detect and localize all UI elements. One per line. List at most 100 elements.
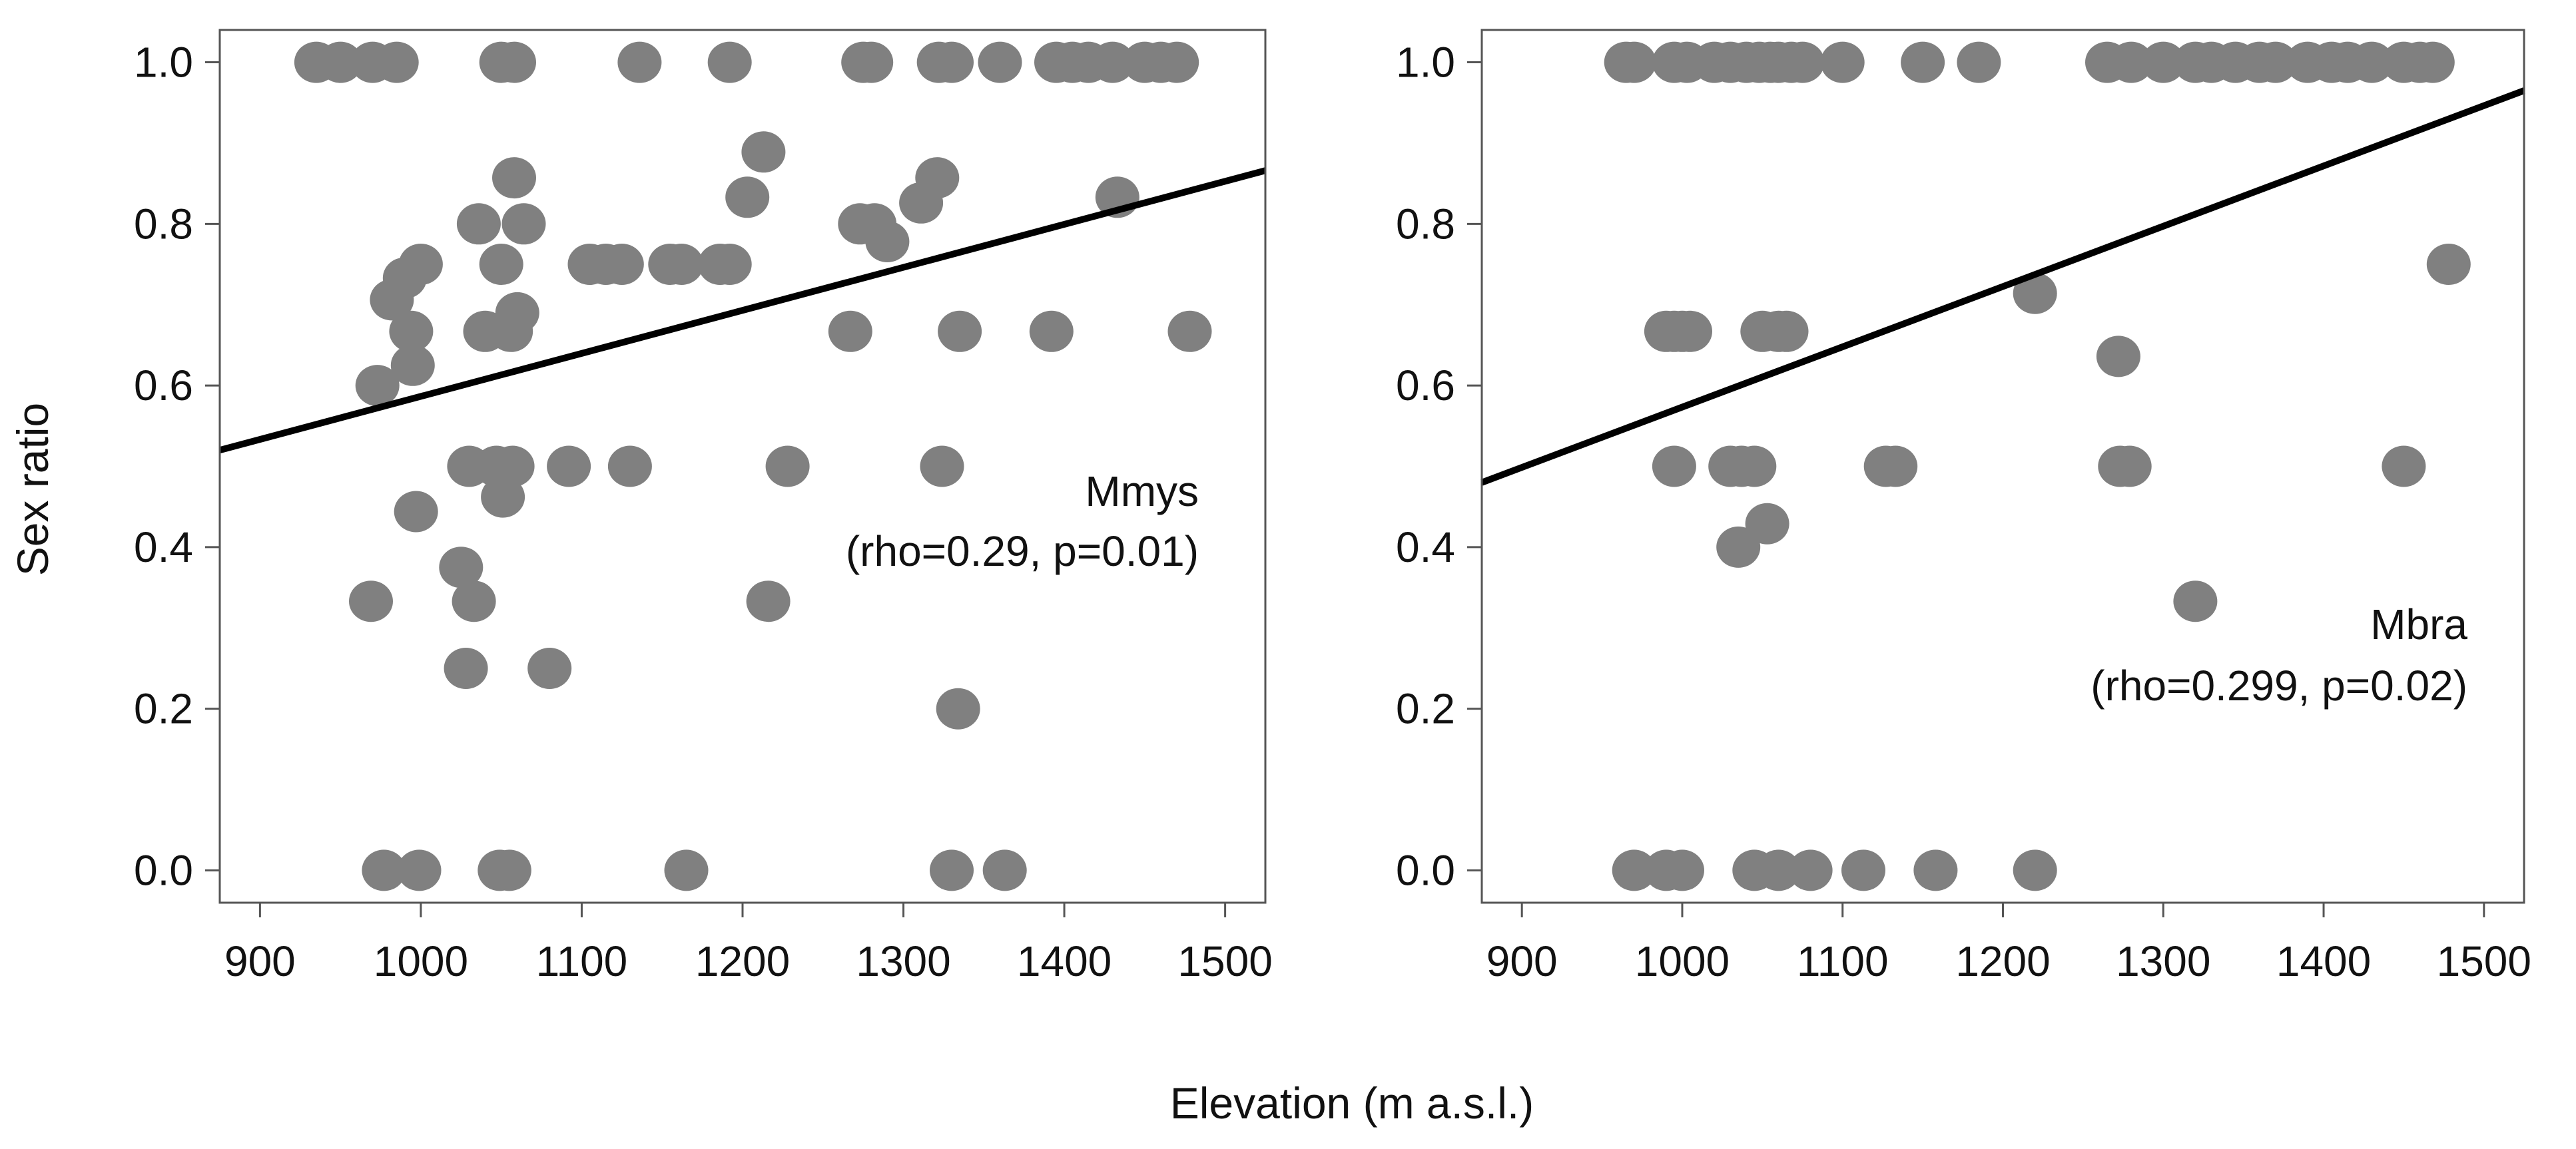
data-point: [1029, 310, 1074, 352]
y-tick-label: 0.8: [134, 200, 193, 248]
data-point: [930, 849, 974, 891]
trend-line: [218, 167, 1267, 454]
data-point: [1090, 41, 1135, 83]
data-point: [1167, 310, 1212, 352]
y-tick-label: 1.0: [1396, 39, 1455, 87]
data-point: [617, 41, 662, 83]
data-point: [390, 344, 435, 386]
data-point: [444, 648, 488, 689]
x-tick-label: 1200: [695, 937, 790, 985]
trend-line: [1480, 87, 2525, 486]
y-tick-label: 0.0: [134, 846, 193, 894]
x-tick-label: 900: [1486, 937, 1558, 985]
data-point: [2350, 41, 2394, 83]
data-point: [1612, 849, 1656, 891]
data-point: [547, 445, 591, 487]
data-point: [394, 491, 438, 533]
data-point: [1780, 41, 1825, 83]
data-point: [1788, 849, 1833, 891]
panel-mmys: 900 1000 1100 1200 1300 1400 1500 0.0 0.2 0.4 0.6 0…: [134, 29, 1273, 985]
x-tick-label: 1400: [1017, 937, 1112, 985]
x-tick-label: 1500: [1177, 937, 1272, 985]
data-point: [481, 476, 525, 518]
y-tick-label: 1.0: [134, 39, 193, 87]
data-point: [318, 41, 363, 83]
data-point: [978, 41, 1022, 83]
data-point: [489, 310, 533, 352]
data-point: [374, 41, 419, 83]
species-label: Mmys: [1085, 467, 1199, 515]
x-tick-label: 1200: [1955, 937, 2050, 985]
data-point: [567, 244, 612, 285]
data-point: [899, 182, 944, 224]
data-point: [527, 648, 572, 689]
data-point: [2410, 41, 2455, 83]
data-point: [920, 445, 964, 487]
x-tick-label: 1000: [1635, 937, 1730, 985]
data-point: [2426, 244, 2471, 285]
data-point: [1764, 310, 1809, 352]
stats-label: (rho=0.299, p=0.02): [2091, 662, 2467, 710]
plot-frame: [218, 29, 1267, 904]
data-point: [1901, 41, 1945, 83]
data-point: [1841, 849, 1885, 891]
data-point: [492, 157, 536, 199]
data-point: [1756, 849, 1801, 891]
data-point: [2013, 849, 2057, 891]
data-point: [2382, 445, 2426, 487]
data-point: [707, 41, 752, 83]
data-point: [1913, 849, 1958, 891]
data-point: [349, 580, 393, 622]
data-point: [2013, 272, 2057, 314]
data-point: [1155, 41, 1199, 83]
data-point: [456, 203, 501, 245]
data-point: [725, 176, 770, 218]
data-point: [936, 688, 980, 730]
y-tick-label: 0.8: [1396, 200, 1455, 248]
x-tick-label: 1300: [2116, 937, 2210, 985]
y-tick-label: 0.6: [1396, 361, 1455, 409]
stats-label: (rho=0.29, p=0.01): [846, 527, 1199, 575]
data-point: [492, 41, 536, 83]
data-point: [741, 131, 786, 173]
y-tick-label: 0.6: [134, 361, 193, 409]
data-point: [487, 849, 531, 891]
data-point: [849, 41, 894, 83]
data-point: [1873, 445, 1918, 487]
data-point: [659, 244, 704, 285]
y-tick-label: 0.4: [134, 523, 193, 571]
data-point: [1612, 41, 1656, 83]
data-point: [439, 547, 483, 588]
y-tick-label: 0.0: [1396, 846, 1455, 894]
data-point: [982, 849, 1027, 891]
x-tick-label: 900: [224, 937, 296, 985]
data-point: [2141, 41, 2186, 83]
panel-mbra: 900 1000 1100 1200 1300 1400 1500 0.0 0.2 0.4 0.6 0…: [1396, 29, 2531, 985]
data-point: [1732, 445, 1777, 487]
data-point: [389, 310, 434, 352]
data-point: [452, 580, 496, 622]
x-axis-title: Elevation (m a.s.l.): [1170, 1078, 1534, 1128]
x-tick-label: 1100: [1797, 937, 1889, 985]
data-point: [2107, 445, 2152, 487]
y-tick-label: 0.4: [1396, 523, 1455, 571]
y-axis-title: Sex ratio: [8, 403, 57, 576]
data-point: [938, 310, 982, 352]
y-tick-label: 0.2: [1396, 685, 1455, 733]
species-label: Mbra: [2370, 600, 2467, 648]
data-point: [698, 244, 743, 285]
data-point: [765, 445, 810, 487]
data-point: [2173, 580, 2218, 622]
data-point: [865, 221, 910, 262]
data-point: [501, 203, 546, 245]
data-point: [930, 41, 974, 83]
data-point: [1660, 849, 1704, 891]
data-point: [362, 849, 406, 891]
x-tick-label: 1000: [374, 937, 468, 985]
y-tick-label: 0.2: [134, 685, 193, 733]
data-point: [1716, 526, 1761, 568]
data-point: [2253, 41, 2298, 83]
data-point: [1652, 445, 1696, 487]
data-point: [398, 244, 443, 285]
